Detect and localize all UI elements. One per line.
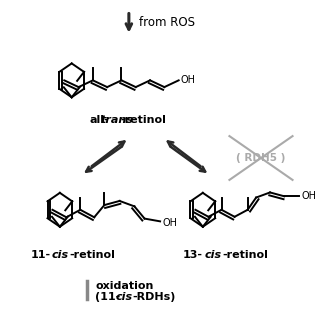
Text: -retinol: -retinol — [222, 250, 268, 260]
Text: oxidation: oxidation — [95, 282, 154, 292]
Text: cis: cis — [52, 250, 69, 260]
Text: cis: cis — [205, 250, 222, 260]
Text: from ROS: from ROS — [139, 16, 195, 29]
Text: OH: OH — [180, 75, 196, 85]
Text: -retinol: -retinol — [70, 250, 116, 260]
Text: 11-: 11- — [30, 250, 50, 260]
Text: OH: OH — [162, 218, 177, 228]
Text: (11-: (11- — [95, 292, 121, 302]
Text: ( RDH5 ): ( RDH5 ) — [236, 153, 286, 163]
Text: trans: trans — [100, 115, 133, 125]
Text: 13-: 13- — [183, 250, 203, 260]
Text: cis: cis — [116, 292, 133, 302]
Text: -retinol: -retinol — [121, 115, 167, 125]
Text: -RDHs): -RDHs) — [133, 292, 176, 302]
Text: all-: all- — [90, 115, 109, 125]
Text: OH: OH — [301, 191, 316, 201]
